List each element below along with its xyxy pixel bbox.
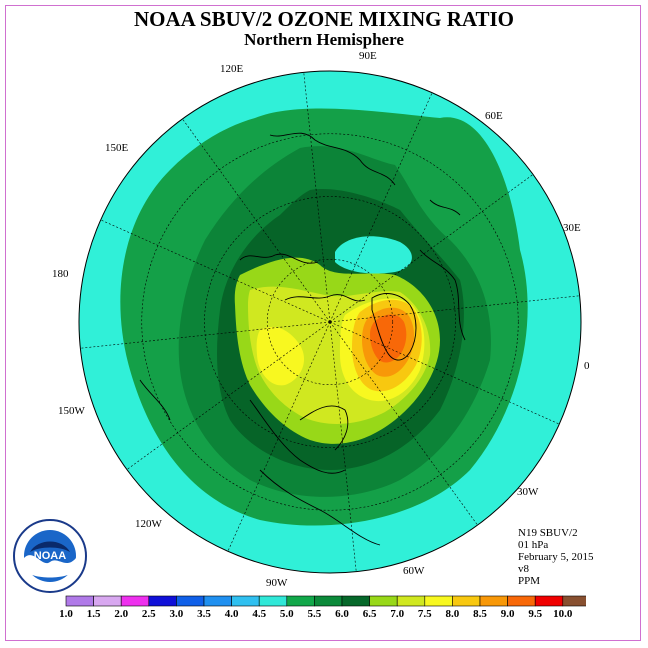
lon-label-60w: 60W: [403, 565, 425, 577]
colorbar-swatch: [534, 595, 564, 607]
colorbar-swatch: [562, 595, 586, 607]
colorbar-swatch: [479, 595, 508, 607]
colorbar-swatch: [396, 595, 426, 607]
meridian-line: [80, 321, 331, 349]
colorbar-tick-label: 4.5: [252, 608, 267, 620]
lon-label-90w: 90W: [266, 577, 288, 589]
colorbar-swatch: [424, 595, 453, 607]
colorbar-swatch: [203, 595, 232, 607]
info-date: February 5, 2015: [518, 551, 594, 563]
info-version: v8: [518, 563, 529, 575]
colorbar-swatch: [148, 595, 177, 607]
lon-label-30w: 30W: [517, 486, 539, 498]
product-info: N19 SBUV/2 01 hPa February 5, 2015 v8 PP…: [518, 527, 593, 587]
meridian-line: [329, 321, 560, 425]
meridian-line: [303, 72, 331, 323]
lon-label-90e: 90E: [359, 50, 377, 62]
meridian-line: [126, 321, 331, 470]
colorbar-tick-label: 9.0: [500, 608, 515, 620]
colorbar-swatch: [176, 595, 205, 607]
map-subtitle: Northern Hemisphere: [244, 30, 404, 49]
colorbar-tick-label: 2.5: [141, 608, 156, 620]
lon-label-60e: 60E: [485, 110, 503, 122]
colorbar-tick-label: 5.5: [307, 608, 322, 620]
colorbar-swatch: [452, 595, 481, 607]
lon-label-0: 0: [584, 360, 590, 372]
figure-frame: [5, 5, 641, 641]
meridian-line: [329, 321, 478, 526]
colorbar-tick-label: 1.5: [86, 608, 101, 620]
meridian-line: [182, 118, 331, 323]
colorbar-swatch: [341, 595, 370, 607]
meridian-line: [329, 92, 433, 323]
colorbar-tick-label: 2.0: [114, 608, 129, 620]
colorbar-tick-label: 8.5: [473, 608, 487, 620]
info-units: PPM: [518, 575, 541, 587]
noaa-logo: NOAA: [13, 519, 87, 593]
colorbar-swatch: [507, 595, 536, 607]
colorbar-swatch: [369, 595, 398, 607]
map-title: NOAA SBUV/2 OZONE MIXING RATIO: [134, 7, 514, 31]
latitude-circle: [204, 196, 456, 448]
meridian-line: [227, 321, 331, 552]
colorbar-tick-label: 3.5: [197, 608, 211, 620]
meridian-line: [100, 219, 331, 323]
colorbar: [65, 595, 586, 607]
lon-label-30e: 30E: [563, 222, 581, 234]
colorbar-tick-label: 6.0: [335, 608, 349, 620]
colorbar-tick-label: 5.0: [279, 608, 294, 620]
colorbar-swatch: [258, 595, 288, 607]
map-boundary: [78, 70, 582, 574]
colorbar-swatch: [314, 595, 343, 607]
lon-label-150e: 150E: [105, 142, 129, 154]
info-level: 01 hPa: [518, 539, 549, 551]
colorbar-tick-label: 7.5: [417, 608, 432, 620]
colorbar-tick-label: 3.0: [169, 608, 184, 620]
colorbar-tick-label: 6.5: [362, 608, 377, 620]
contour-9-0: [370, 314, 407, 363]
lon-label-180: 180: [52, 268, 69, 280]
lon-label-120e: 120E: [220, 63, 244, 75]
lon-label-120w: 120W: [135, 518, 162, 530]
colorbar-tick-label: 1.0: [59, 608, 73, 620]
colorbar-swatch: [93, 595, 122, 607]
colorbar-swatch: [120, 595, 150, 607]
meridian-line: [329, 174, 534, 323]
lon-label-150w: 150W: [58, 405, 85, 417]
colorbar-tick-label: 8.0: [445, 608, 460, 620]
colorbar-swatch: [231, 595, 260, 607]
colorbar-tick-label: 9.5: [528, 608, 543, 620]
latitude-circle: [141, 133, 519, 511]
colorbar-swatch: [286, 595, 315, 607]
info-satellite: N19 SBUV/2: [518, 527, 578, 539]
graticule: [80, 72, 580, 572]
latitude-circle: [266, 258, 394, 386]
colorbar-tick-label: 10.0: [553, 608, 573, 620]
colorbar-swatch: [65, 595, 94, 607]
noaa-logo-text: NOAA: [34, 550, 66, 562]
meridian-line: [329, 321, 357, 572]
meridian-line: [329, 295, 580, 323]
colorbar-tick-label: 4.0: [224, 608, 239, 620]
colorbar-tick-label: 7.0: [390, 608, 405, 620]
